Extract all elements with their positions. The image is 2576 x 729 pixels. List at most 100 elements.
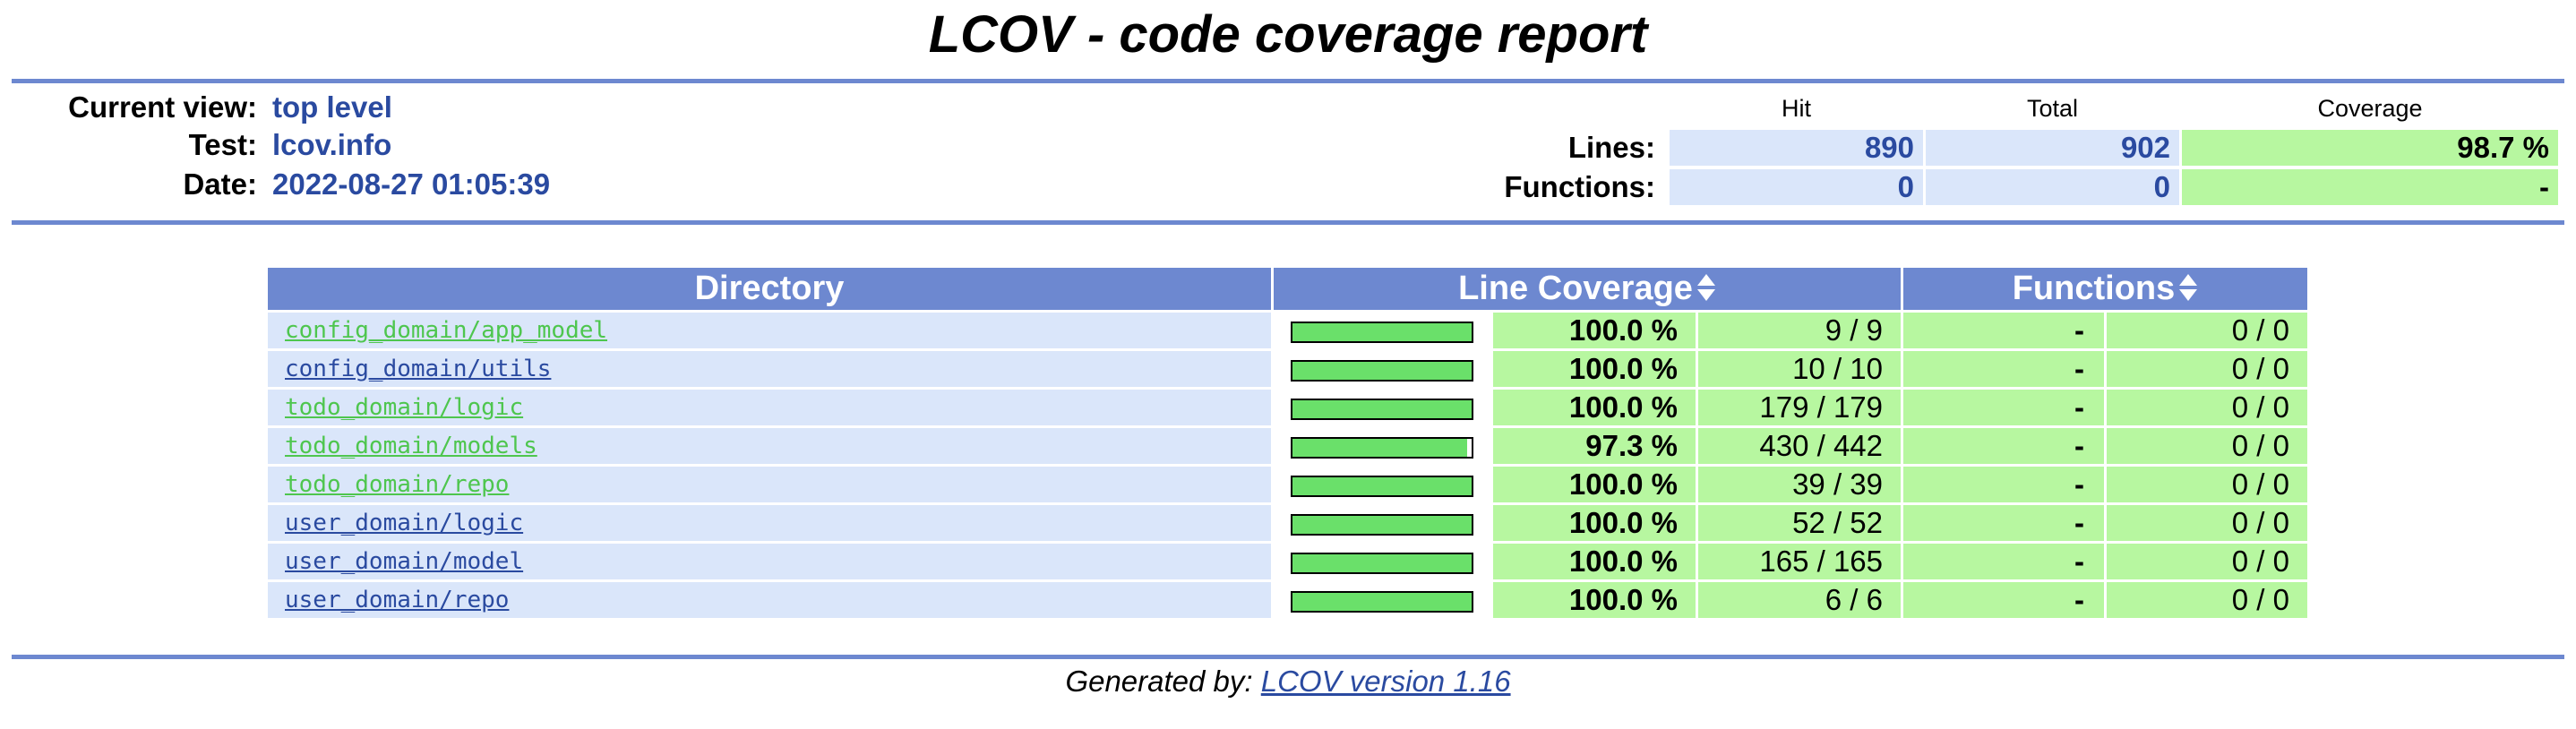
table-row: user_domain/logic 100.0 % 52 / 52-0 / 0 (268, 505, 2307, 541)
functions-hit-cell: 0 (1670, 169, 1923, 205)
date-value: 2022-08-27 01:05:39 (272, 167, 551, 201)
current-view-label: Current view: (68, 90, 257, 124)
summary-col-total: Total (2026, 95, 2079, 122)
directory-cell: user_domain/repo (268, 582, 1271, 618)
table-row: todo_domain/repo 100.0 % 39 / 39-0 / 0 (268, 467, 2307, 502)
functions-total-cell: 0 (1926, 169, 2179, 205)
function-coverage-count: 0 / 0 (2107, 390, 2307, 425)
coverage-bar-fill (1292, 477, 1472, 496)
coverage-bar-fill (1292, 439, 1467, 458)
directory-link[interactable]: user_domain/model (285, 548, 524, 575)
coverage-bar-fill (1292, 362, 1472, 381)
directory-cell: todo_domain/logic (268, 390, 1271, 425)
lines-total-cell: 902 (1926, 130, 2179, 166)
lcov-version-link[interactable]: LCOV version 1.16 (1260, 665, 1511, 698)
current-view-link[interactable]: top level (272, 90, 392, 124)
column-header-functions[interactable]: Functions (1903, 268, 2307, 310)
function-coverage-count: 0 / 0 (2107, 544, 2307, 579)
coverage-bar-fill (1292, 323, 1472, 342)
coverage-bar-cell (1274, 467, 1490, 502)
coverage-bar (1291, 437, 1473, 459)
coverage-bar-cell (1274, 544, 1490, 579)
header-top-ruler (12, 79, 2564, 83)
function-coverage-percent: - (1903, 313, 2104, 348)
directory-cell: todo_domain/repo (268, 467, 1271, 502)
functions-label: Functions: (1504, 170, 1655, 203)
lines-coverage-cell: 98.7 % (2182, 130, 2558, 166)
directory-cell: user_domain/logic (268, 505, 1271, 541)
line-coverage-percent: 100.0 % (1493, 544, 1696, 579)
table-row: user_domain/model 100.0 % 165 / 165-0 / 0 (268, 544, 2307, 579)
footer-ruler (12, 655, 2564, 659)
directory-link[interactable]: todo_domain/logic (285, 394, 524, 421)
coverage-bar-cell (1274, 505, 1490, 541)
lines-hit-cell: 890 (1670, 130, 1923, 166)
table-header-row: Directory Line Coverage Functions (268, 268, 2307, 310)
summary-col-hit: Hit (1782, 95, 1811, 122)
header-bottom-ruler (12, 220, 2564, 225)
directory-cell: user_domain/model (268, 544, 1271, 579)
line-coverage-percent: 100.0 % (1493, 351, 1696, 387)
functions-coverage-cell: - (2182, 169, 2558, 205)
coverage-bar-fill (1292, 593, 1472, 612)
line-coverage-count: 52 / 52 (1698, 505, 1901, 541)
table-row: todo_domain/models 97.3 % 430 / 442-0 / 0 (268, 428, 2307, 464)
line-coverage-count: 10 / 10 (1698, 351, 1901, 387)
coverage-bar (1291, 591, 1473, 613)
function-coverage-count: 0 / 0 (2107, 428, 2307, 464)
page-title: LCOV - code coverage report (928, 5, 1648, 64)
function-coverage-percent: - (1903, 544, 2104, 579)
table-row: user_domain/repo 100.0 % 6 / 6-0 / 0 (268, 582, 2307, 618)
directory-table: Directory Line Coverage Functions config… (265, 265, 2310, 621)
line-coverage-count: 6 / 6 (1698, 582, 1901, 618)
directory-link[interactable]: user_domain/logic (285, 510, 524, 536)
line-coverage-count: 430 / 442 (1698, 428, 1901, 464)
function-coverage-count: 0 / 0 (2107, 582, 2307, 618)
line-coverage-percent: 100.0 % (1493, 390, 1696, 425)
directory-link[interactable]: user_domain/repo (285, 587, 510, 613)
coverage-bar (1291, 322, 1473, 344)
function-coverage-percent: - (1903, 582, 2104, 618)
function-coverage-count: 0 / 0 (2107, 505, 2307, 541)
coverage-bar-fill (1292, 554, 1472, 573)
table-row: config_domain/utils 100.0 % 10 / 10-0 / 0 (268, 351, 2307, 387)
line-coverage-count: 39 / 39 (1698, 467, 1901, 502)
column-header-directory: Directory (268, 268, 1271, 310)
summary-col-coverage: Coverage (2317, 95, 2423, 122)
coverage-bar-cell (1274, 582, 1490, 618)
function-coverage-count: 0 / 0 (2107, 467, 2307, 502)
coverage-bar-cell (1274, 428, 1490, 464)
line-coverage-count: 179 / 179 (1698, 390, 1901, 425)
coverage-bar-cell (1274, 313, 1490, 348)
line-coverage-percent: 100.0 % (1493, 505, 1696, 541)
coverage-bar (1291, 399, 1473, 421)
column-header-line-coverage-label: Line Coverage (1458, 270, 1693, 307)
coverage-bar (1291, 553, 1473, 575)
sort-updown-icon[interactable] (2178, 273, 2198, 302)
coverage-bar-cell (1274, 390, 1490, 425)
line-coverage-percent: 100.0 % (1493, 582, 1696, 618)
footer: Generated by: LCOV version 1.16 (0, 663, 2576, 700)
function-coverage-percent: - (1903, 390, 2104, 425)
directory-link[interactable]: config_domain/utils (285, 356, 552, 382)
function-coverage-count: 0 / 0 (2107, 351, 2307, 387)
directory-link[interactable]: todo_domain/repo (285, 471, 510, 498)
function-coverage-percent: - (1903, 428, 2104, 464)
column-header-directory-label: Directory (694, 270, 845, 307)
sort-updown-icon[interactable] (1696, 273, 1716, 302)
function-coverage-count: 0 / 0 (2107, 313, 2307, 348)
line-coverage-percent: 100.0 % (1493, 313, 1696, 348)
date-label: Date: (183, 167, 257, 201)
directory-cell: config_domain/app_model (268, 313, 1271, 348)
line-coverage-percent: 100.0 % (1493, 467, 1696, 502)
coverage-bar (1291, 514, 1473, 536)
line-coverage-percent: 97.3 % (1493, 428, 1696, 464)
lines-label: Lines: (1567, 131, 1655, 164)
directory-link[interactable]: config_domain/app_model (285, 317, 608, 344)
coverage-bar (1291, 476, 1473, 498)
directory-link[interactable]: todo_domain/models (285, 433, 537, 459)
function-coverage-percent: - (1903, 351, 2104, 387)
coverage-bar-fill (1292, 400, 1472, 419)
function-coverage-percent: - (1903, 505, 2104, 541)
column-header-line-coverage[interactable]: Line Coverage (1274, 268, 1901, 310)
